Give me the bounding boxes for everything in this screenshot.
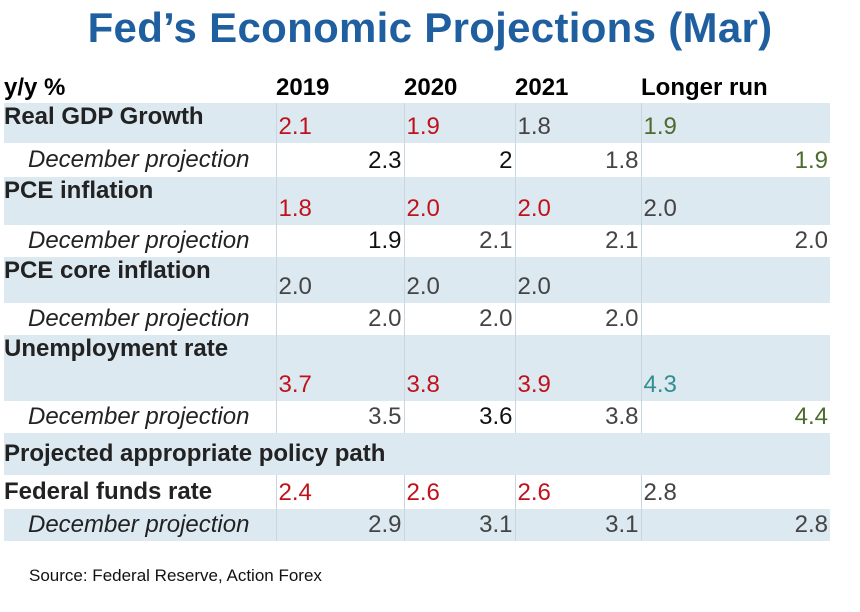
core-dec-longer-run [640,303,830,335]
unemp-dec-longer-run: 4.4 [640,401,830,433]
dec-label-ffr: December projection [4,509,276,541]
pce-2021: 2.0 [514,177,641,225]
gdp-2021: 1.8 [514,103,641,143]
core-dec-2021: 2.0 [514,303,641,335]
ffr-dec-2020: 3.1 [403,509,515,541]
unemp-2020: 3.8 [403,335,515,401]
ffr-dec-row: December projection 2.9 3.1 3.1 2.8 [4,509,830,541]
year-2021-header: 2021 [515,70,641,103]
source-note: Source: Federal Reserve, Action Forex [29,566,322,585]
gdp-row: Real GDP Growth 2.1 1.9 1.8 1.9 [4,103,830,143]
pce-2020: 2.0 [403,177,515,225]
unemp-row: Unemployment rate 3.7 3.8 3.9 4.3 [4,335,830,401]
ffr-dec-2021: 3.1 [514,509,641,541]
dec-label-pce: December projection [4,225,276,257]
unemp-dec-2019: 3.5 [275,401,404,433]
core-2021: 2.0 [514,257,641,303]
unit-label: y/y % [4,70,276,103]
row-label-ffr: Federal funds rate [4,475,276,509]
pce-dec-2021: 2.1 [514,225,641,257]
ffr-2019: 2.4 [275,475,404,509]
unemp-dec-2021: 3.8 [514,401,641,433]
pce-dec-2020: 2.1 [403,225,515,257]
gdp-dec-longer-run: 1.9 [640,143,830,177]
row-label-gdp: Real GDP Growth [4,103,276,143]
dec-label-gdp: December projection [4,143,276,177]
ffr-dec-2019: 2.9 [275,509,404,541]
year-2019-header: 2019 [276,70,404,103]
dec-label-core: December projection [4,303,276,335]
ffr-dec-longer-run: 2.8 [640,509,830,541]
longer-run-header: Longer run [641,70,830,103]
policy-row: Projected appropriate policy path [4,433,830,475]
pce-longer-run: 2.0 [640,177,830,225]
core-dec-row: December projection 2.0 2.0 2.0 [4,303,830,335]
pce-2019: 1.8 [275,177,404,225]
core-2019: 2.0 [275,257,404,303]
pce-dec-2019: 1.9 [275,225,404,257]
unemp-dec-row: December projection 3.5 3.6 3.8 4.4 [4,401,830,433]
gdp-dec-2019: 2.3 [275,143,404,177]
pce-row: PCE inflation 1.8 2.0 2.0 2.0 [4,177,830,225]
core-dec-2020: 2.0 [403,303,515,335]
row-label-unemp: Unemployment rate [4,335,276,401]
gdp-longer-run: 1.9 [640,103,830,143]
header-row: y/y % 2019 2020 2021 Longer run [4,70,830,103]
core-longer-run [640,257,830,303]
ffr-2020: 2.6 [403,475,515,509]
core-2020: 2.0 [403,257,515,303]
unemp-2021: 3.9 [514,335,641,401]
gdp-dec-2021: 1.8 [514,143,641,177]
unemp-2019: 3.7 [275,335,404,401]
gdp-dec-2020: 2 [403,143,515,177]
year-2020-header: 2020 [404,70,515,103]
gdp-2019: 2.1 [275,103,404,143]
unemp-longer-run: 4.3 [640,335,830,401]
ffr-row: Federal funds rate 2.4 2.6 2.6 2.8 [4,475,830,509]
core-row: PCE core inflation 2.0 2.0 2.0 [4,257,830,303]
dec-label-unemp: December projection [4,401,276,433]
row-label-pce: PCE inflation [4,177,276,225]
row-label-policy: Projected appropriate policy path [4,433,830,475]
pce-dec-row: December projection 1.9 2.1 2.1 2.0 [4,225,830,257]
core-dec-2019: 2.0 [275,303,404,335]
row-label-core: PCE core inflation [4,257,276,303]
unemp-dec-2020: 3.6 [403,401,515,433]
ffr-longer-run: 2.8 [640,475,830,509]
gdp-dec-row: December projection 2.3 2 1.8 1.9 [4,143,830,177]
gdp-2020: 1.9 [403,103,515,143]
ffr-2021: 2.6 [514,475,641,509]
pce-dec-longer-run: 2.0 [640,225,830,257]
page-title: Fed’s Economic Projections (Mar) [87,4,773,51]
projections-table: y/y % 2019 2020 2021 Longer run Real GDP… [4,70,830,541]
